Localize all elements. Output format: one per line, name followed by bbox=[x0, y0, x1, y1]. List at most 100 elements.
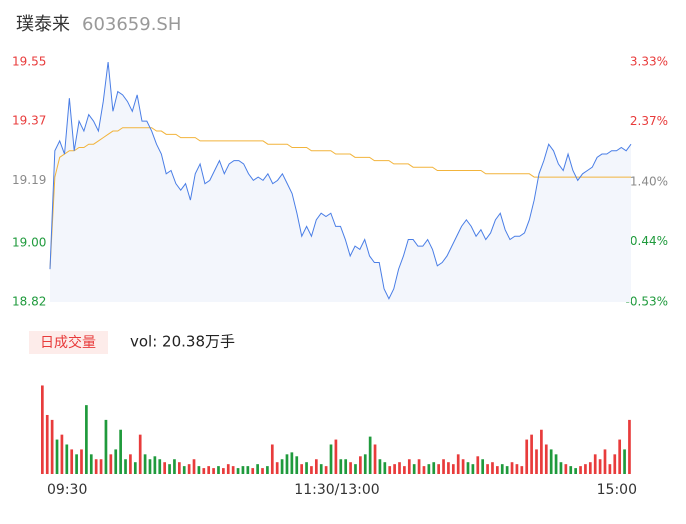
volume-bar bbox=[412, 464, 416, 474]
y2-tick-label: 3.33% bbox=[630, 55, 668, 69]
volume-bar bbox=[119, 429, 122, 474]
volume-bar bbox=[104, 419, 108, 474]
stock-code: 603659.SH bbox=[82, 14, 181, 35]
volume-bar bbox=[60, 434, 64, 474]
volume-bar bbox=[520, 466, 524, 474]
volume-bar bbox=[628, 419, 631, 474]
volume-bar bbox=[173, 459, 176, 474]
volume-bar bbox=[349, 462, 352, 474]
volume-bar bbox=[109, 454, 113, 474]
volume-bar bbox=[246, 466, 250, 474]
volume-tag-bg bbox=[29, 331, 108, 354]
volume-bar bbox=[466, 462, 470, 474]
volume-bar bbox=[241, 466, 245, 474]
volume-bar bbox=[618, 439, 622, 474]
volume-bar bbox=[403, 466, 406, 474]
volume-bar bbox=[45, 414, 49, 474]
volume-bar bbox=[99, 459, 103, 474]
volume-bar bbox=[613, 454, 617, 474]
volume-bar bbox=[608, 464, 612, 474]
volume-bar bbox=[559, 462, 563, 474]
volume-bar bbox=[549, 449, 553, 474]
volume-bar bbox=[266, 466, 269, 474]
volume-bar bbox=[540, 429, 543, 474]
volume-bar bbox=[148, 459, 152, 474]
volume-bar bbox=[359, 456, 362, 474]
volume-bar bbox=[510, 462, 514, 474]
volume-bar bbox=[251, 468, 255, 474]
volume-bar bbox=[231, 466, 235, 474]
volume-bar bbox=[437, 464, 440, 474]
volume-bar bbox=[407, 459, 411, 474]
volume-bar bbox=[471, 464, 475, 474]
volume-bar bbox=[168, 464, 171, 474]
volume-bar bbox=[525, 439, 529, 474]
volume-bar bbox=[226, 464, 230, 474]
volume-bar bbox=[603, 449, 607, 474]
volume-bar bbox=[530, 434, 533, 474]
x-tick-label: 11:30/13:00 bbox=[294, 482, 379, 498]
volume-bar bbox=[427, 464, 431, 474]
volume-bar bbox=[133, 462, 137, 474]
volume-bar bbox=[569, 466, 573, 474]
volume-bar bbox=[623, 449, 626, 474]
price-line bbox=[49, 61, 632, 300]
volume-bar bbox=[393, 464, 396, 474]
volume-bar bbox=[461, 459, 465, 474]
volume-bar bbox=[94, 459, 98, 474]
volume-bar bbox=[85, 405, 88, 474]
volume-bar bbox=[417, 459, 421, 474]
volume-bar bbox=[363, 454, 367, 474]
volume-bar bbox=[334, 439, 338, 474]
volume-bar bbox=[432, 462, 436, 474]
volume-bar bbox=[114, 449, 118, 474]
x-tick-label: 15:00 bbox=[597, 482, 637, 498]
volume-bar bbox=[329, 444, 333, 474]
volume-total: vol: 20.38万手 bbox=[130, 333, 235, 351]
volume-bar bbox=[236, 468, 240, 474]
volume-bar bbox=[261, 468, 264, 474]
volume-bar bbox=[153, 456, 157, 474]
volume-bar bbox=[275, 462, 279, 474]
y2-tick-label: -0.53% bbox=[626, 295, 668, 309]
volume-bar bbox=[163, 462, 167, 474]
volume-bar bbox=[75, 454, 78, 474]
volume-bar bbox=[192, 459, 196, 474]
stock-name: 璞泰来 bbox=[16, 14, 70, 35]
volume-bar bbox=[593, 454, 597, 474]
volume-bar bbox=[324, 466, 328, 474]
volume-bar bbox=[535, 449, 538, 474]
volume-bar bbox=[500, 464, 504, 474]
volume-bar bbox=[579, 466, 582, 474]
volume-bar bbox=[129, 454, 132, 474]
volume-bar bbox=[476, 456, 480, 474]
x-tick-label: 09:30 bbox=[47, 482, 87, 498]
y-tick-label: 19.55 bbox=[12, 55, 46, 69]
volume-bar bbox=[177, 462, 181, 474]
volume-bar bbox=[187, 464, 191, 474]
volume-bar bbox=[305, 462, 308, 474]
average-line bbox=[49, 127, 631, 270]
y2-tick-label: 1.40% bbox=[630, 175, 668, 189]
volume-bar bbox=[544, 444, 548, 474]
volume-bar bbox=[197, 466, 201, 474]
volume-bar bbox=[207, 466, 211, 474]
volume-bar bbox=[295, 456, 299, 474]
volume-bar bbox=[451, 464, 455, 474]
volume-bar bbox=[496, 466, 499, 474]
volume-bar bbox=[222, 468, 225, 474]
volume-bar bbox=[481, 459, 485, 474]
volume-bar bbox=[314, 459, 318, 474]
volume-bar bbox=[422, 466, 426, 474]
volume-bar bbox=[310, 466, 313, 474]
volume-bar bbox=[584, 464, 587, 474]
volume-bar bbox=[344, 459, 348, 474]
y-tick-label: 19.19 bbox=[12, 173, 46, 187]
volume-bar bbox=[212, 468, 215, 474]
volume-tag: 日成交量 bbox=[40, 334, 96, 351]
volume-bar bbox=[486, 464, 489, 474]
volume-bar bbox=[256, 464, 259, 474]
volume-bar bbox=[300, 464, 303, 474]
volume-bar bbox=[598, 459, 602, 474]
